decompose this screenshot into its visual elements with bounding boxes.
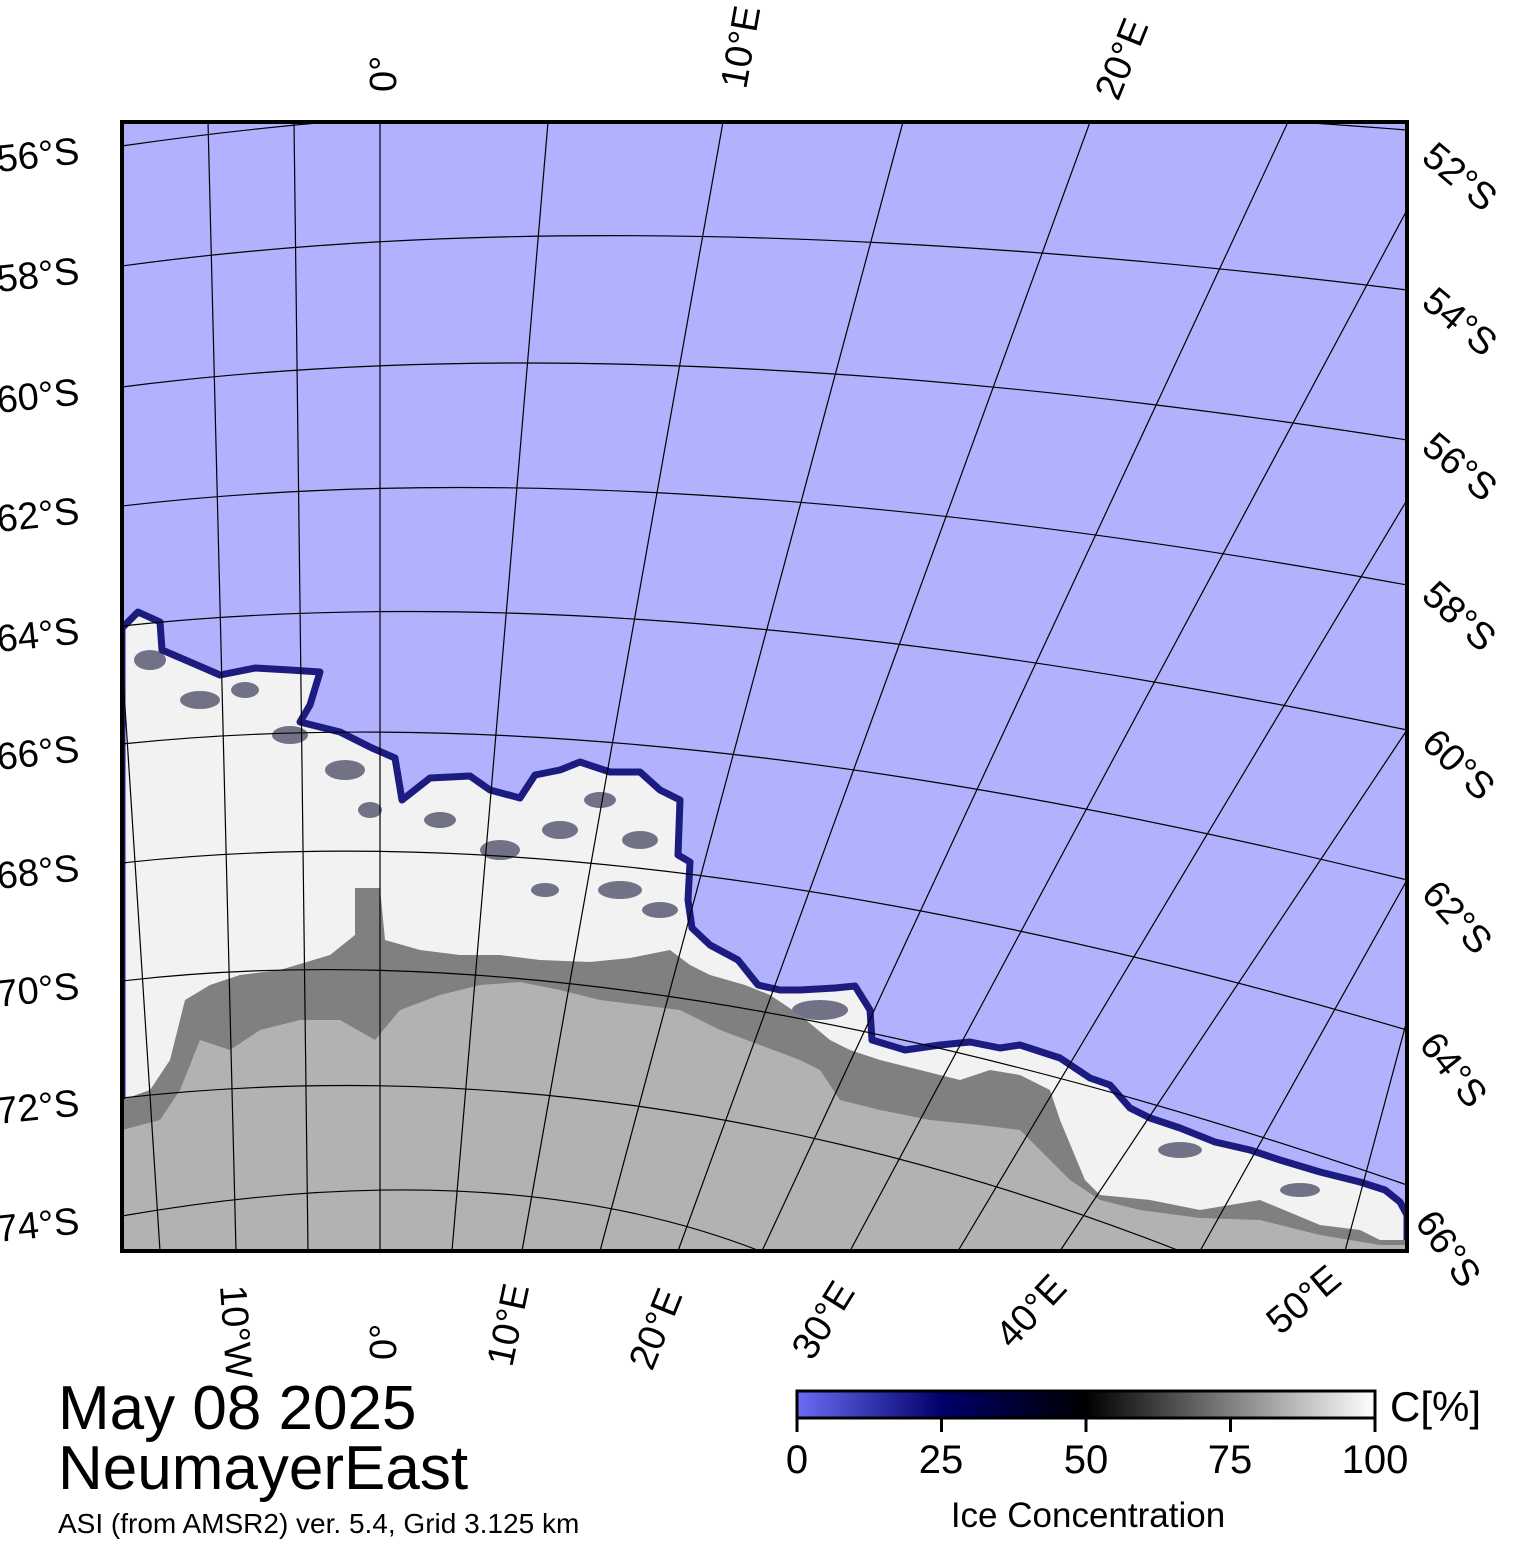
colorbar-label: Ice Concentration — [950, 1496, 1226, 1535]
lon-label: 0° — [363, 56, 405, 92]
region-name: NeumayerEast — [58, 1434, 469, 1503]
lat-label: 62°S — [1413, 873, 1500, 963]
lat-label: 64°S — [1411, 1025, 1495, 1116]
colorbar-unit: C[%] — [1390, 1383, 1482, 1430]
lat-label: 66°S — [0, 729, 81, 779]
lon-label: 10°E — [480, 1280, 538, 1370]
lat-label: 58°S — [0, 251, 81, 301]
lat-label: 72°S — [0, 1083, 81, 1133]
colorbar-tick-label: 100 — [1341, 1438, 1409, 1482]
map-date: May 08 2025 — [58, 1374, 417, 1443]
lat-label: 68°S — [0, 848, 81, 898]
lat-label: 56°S — [1414, 425, 1504, 510]
left-latitude-labels: 56°S 58°S 60°S 62°S 64°S 66°S 68°S 70°S … — [0, 131, 81, 1251]
lat-label: 58°S — [1414, 573, 1504, 660]
lon-label: 20°E — [1087, 13, 1157, 106]
lat-label: 64°S — [0, 611, 81, 661]
top-longitude-labels: 0° 10°E 20°E — [363, 3, 1157, 106]
colorbar-tick-label: 50 — [1063, 1438, 1109, 1482]
lon-label: 0° — [363, 1324, 405, 1360]
lon-label: 20°E — [621, 1283, 691, 1376]
product-subtitle: ASI (from AMSR2) ver. 5.4, Grid 3.125 km — [58, 1508, 580, 1539]
lat-label: 74°S — [0, 1201, 81, 1251]
lat-label: 60°S — [0, 372, 81, 422]
lat-label: 70°S — [0, 966, 81, 1016]
land — [122, 982, 1407, 1251]
colorbar — [795, 1389, 1377, 1420]
lon-label: 50°E — [1259, 1257, 1349, 1342]
lon-label: 10°E — [714, 3, 770, 92]
longitude-lines — [122, 122, 1407, 1251]
colorbar-ticks — [795, 1418, 1377, 1432]
lat-label: 66°S — [1407, 1203, 1489, 1295]
right-latitude-labels: 52°S 54°S 56°S 58°S 60°S 62°S 64°S 66°S — [1407, 135, 1505, 1295]
map-frame — [120, 120, 1409, 1253]
lon-label: 10°W — [211, 1284, 259, 1380]
lon-label: 40°E — [988, 1267, 1075, 1356]
colorbar-tick-label: 25 — [918, 1438, 964, 1482]
bottom-longitude-labels: 10°W 0° 10°E 20°E 30°E 40°E 50°E — [211, 1257, 1349, 1379]
lat-label: 52°S — [1414, 135, 1504, 220]
lat-label: 54°S — [1414, 280, 1504, 365]
lat-label: 62°S — [0, 491, 81, 541]
lat-label: 56°S — [0, 131, 81, 181]
lon-label: 30°E — [784, 1274, 864, 1366]
latitude-lines — [122, 122, 1407, 1251]
colorbar-tick-label: 0 — [785, 1438, 809, 1482]
colorbar-tick-label: 75 — [1207, 1438, 1253, 1482]
lat-label: 60°S — [1414, 721, 1503, 809]
